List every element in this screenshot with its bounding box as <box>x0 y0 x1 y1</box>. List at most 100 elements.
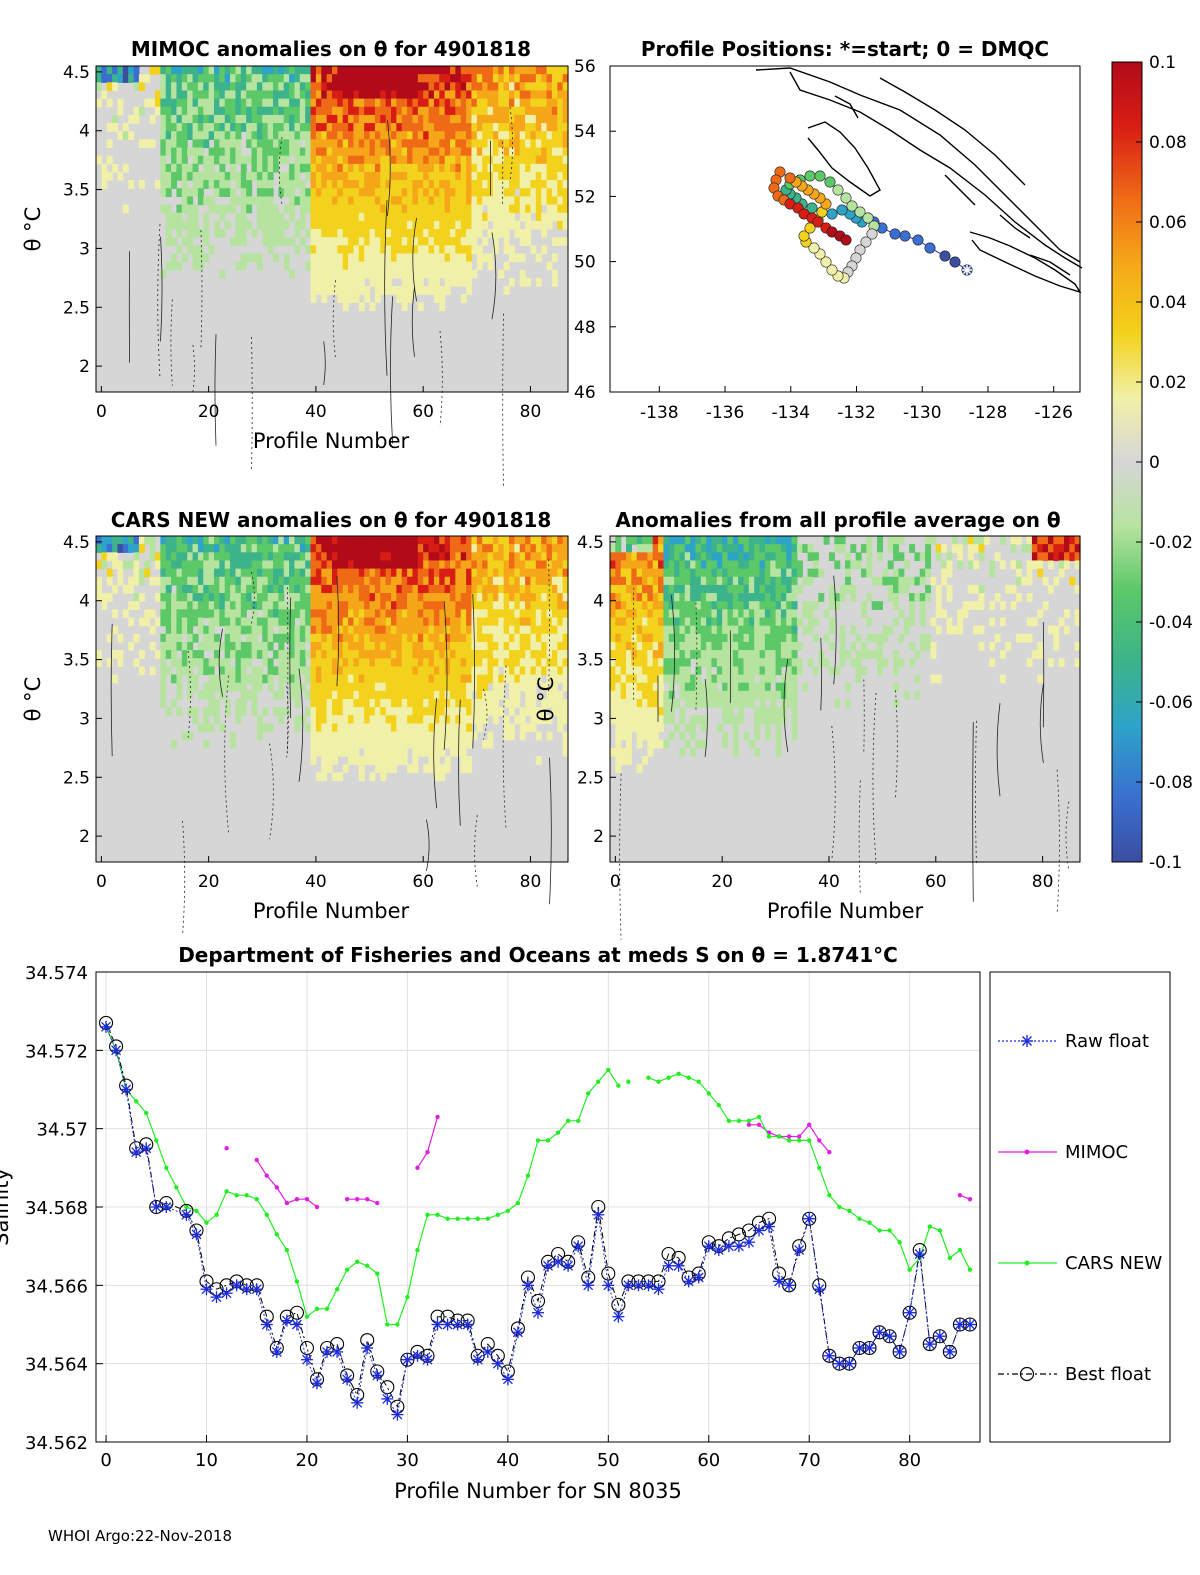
colorbar-label: 0.08 <box>1149 133 1187 153</box>
heatmap-cell <box>171 253 178 263</box>
heatmap-cell <box>509 536 515 545</box>
heatmap-cell <box>240 229 247 238</box>
heatmap-cell <box>626 747 632 757</box>
heatmap-cell <box>214 188 220 197</box>
heatmap-cell <box>342 171 349 181</box>
heatmap-cell <box>492 90 499 100</box>
heatmap-cell <box>192 593 199 602</box>
heatmap-cell <box>240 674 247 684</box>
heatmap-cell <box>903 625 910 635</box>
heatmap-cell <box>487 253 494 263</box>
heatmap-cell <box>812 552 819 562</box>
heatmap-cell <box>557 220 564 230</box>
heatmap-cell <box>626 560 632 570</box>
heatmap-cell <box>391 90 397 100</box>
heatmap-cell <box>743 536 750 545</box>
heatmap-cell <box>171 552 178 562</box>
heatmap-cell <box>374 131 381 140</box>
heatmap-cell <box>503 633 510 643</box>
heatmap-cell <box>385 699 392 708</box>
contour-line <box>251 571 255 624</box>
heatmap-cell <box>224 98 231 108</box>
heatmap-cell <box>455 66 462 75</box>
heatmap-cell <box>541 245 548 255</box>
heatmap-cell <box>471 576 478 586</box>
heatmap-cell <box>450 617 456 627</box>
heatmap-cell <box>160 114 167 124</box>
heatmap-cell <box>866 560 873 570</box>
heatmap-cell <box>636 568 643 578</box>
heatmap-cell <box>503 237 510 246</box>
heatmap-cell <box>519 237 526 246</box>
heatmap-cell <box>374 707 381 716</box>
heatmap-cell <box>385 66 392 75</box>
heatmap-cell <box>546 674 553 684</box>
heatmap-cell <box>128 560 135 570</box>
heatmap-cell <box>283 544 290 553</box>
heatmap-cell <box>246 560 253 570</box>
heatmap-cell <box>732 544 739 553</box>
heatmap-cell <box>374 171 381 181</box>
heatmap-cell <box>722 699 729 708</box>
heatmap-cell <box>305 90 312 100</box>
heatmap-cell <box>358 756 365 765</box>
heatmap-cell <box>557 625 564 635</box>
heatmap-cell <box>246 658 253 667</box>
heatmap-cell <box>299 544 306 553</box>
heatmap-cell <box>674 641 681 651</box>
heatmap-cell <box>444 584 451 594</box>
heatmap-cell <box>262 723 269 733</box>
heatmap-cell <box>690 544 697 553</box>
heatmap-cell <box>541 666 548 676</box>
heatmap-cell <box>620 568 627 578</box>
heatmap-cell <box>562 633 569 643</box>
heatmap-cell <box>439 641 446 651</box>
heatmap-cell <box>668 568 675 578</box>
heatmap-cell <box>647 731 654 741</box>
heatmap-cell <box>396 707 403 716</box>
heatmap-cell <box>256 139 263 149</box>
heatmap-cell <box>342 609 349 619</box>
heatmap-cell <box>412 625 419 635</box>
heatmap-cell <box>407 294 414 303</box>
heatmap-cell <box>439 90 446 100</box>
heatmap-cell <box>353 633 360 643</box>
heatmap-cell <box>514 74 521 83</box>
heatmap-cell <box>738 633 745 643</box>
heatmap-cell <box>525 237 532 246</box>
heatmap-cell <box>305 617 312 627</box>
heatmap-cell <box>396 576 403 586</box>
heatmap-cell <box>711 593 718 602</box>
heatmap-cell <box>321 764 328 773</box>
heatmap-cell <box>439 286 446 295</box>
heatmap-cell <box>332 552 338 562</box>
heatmap-cell <box>711 617 718 627</box>
heatmap-cell <box>541 682 548 692</box>
heatmap-cell <box>326 171 333 181</box>
heatmap-cell <box>674 576 681 586</box>
heatmap-cell <box>321 245 328 255</box>
heatmap-cell <box>423 593 430 602</box>
heatmap-cell <box>267 123 274 132</box>
heatmap-cell <box>492 155 499 165</box>
heatmap-cell <box>615 536 622 545</box>
heatmap-cell <box>535 536 542 545</box>
cars-y-ticks: 22.533.544.5 <box>63 533 102 847</box>
heatmap-cell <box>770 584 777 594</box>
heatmap-cell <box>278 114 285 124</box>
heatmap-cell <box>674 674 681 684</box>
heatmap-cell <box>396 560 403 570</box>
heatmap-cell <box>337 212 344 222</box>
heatmap-cell <box>791 707 798 716</box>
heatmap-cell <box>786 699 793 708</box>
heatmap-cell <box>498 682 505 692</box>
heatmap-cell <box>401 106 408 116</box>
heatmap-cell <box>711 609 718 619</box>
heatmap-cell <box>834 593 841 602</box>
heatmap-cell <box>128 617 135 627</box>
heatmap-cell <box>423 544 430 553</box>
heatmap-cell <box>396 245 403 255</box>
heatmap-cell <box>764 568 771 578</box>
heatmap-cell <box>514 650 521 659</box>
heatmap-cell <box>476 163 483 173</box>
